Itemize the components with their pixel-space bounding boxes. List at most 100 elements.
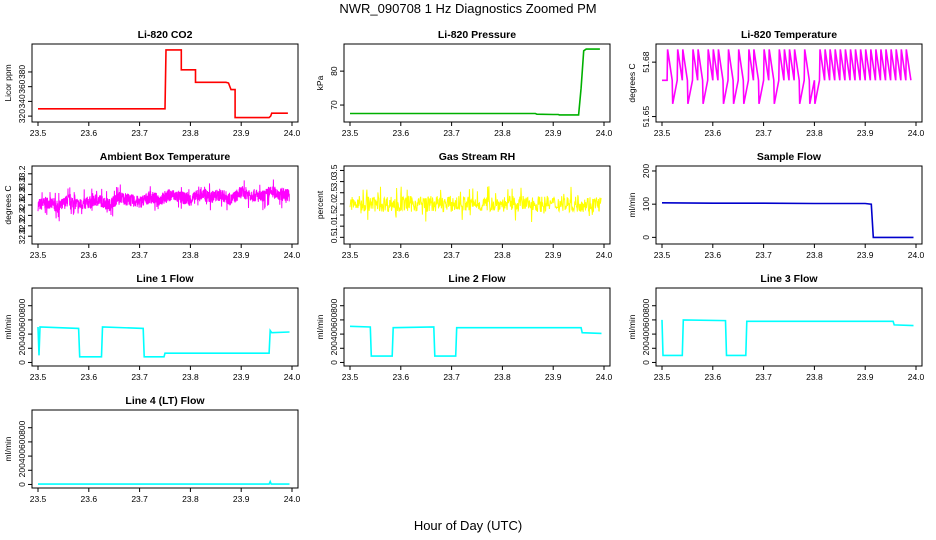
x-tick-label: 23.5 bbox=[342, 372, 359, 382]
y-tick-label: 0 bbox=[641, 360, 651, 365]
y-tick-label: 0.5 bbox=[329, 231, 339, 243]
x-tick-label: 24.0 bbox=[908, 128, 925, 138]
plot-frame bbox=[31, 409, 299, 489]
x-tick-label: 23.6 bbox=[81, 494, 98, 504]
y-tick-label: 380 bbox=[17, 65, 27, 79]
x-tick-label: 23.8 bbox=[494, 372, 511, 382]
x-tick-label: 23.8 bbox=[806, 128, 823, 138]
x-tick-label: 24.0 bbox=[908, 372, 925, 382]
x-tick-label: 23.7 bbox=[755, 128, 772, 138]
y-axis-label: ml/min bbox=[627, 192, 637, 217]
x-tick-label: 23.5 bbox=[30, 250, 47, 260]
plot-frame bbox=[31, 43, 299, 123]
y-tick-label: 0 bbox=[329, 360, 339, 365]
chart-panel-9: Line 3 Flow ml/min 23.5 23.6 23.7 23.8 23.9 24.… bbox=[627, 273, 925, 382]
x-tick-label: 23.7 bbox=[131, 372, 148, 382]
x-tick-label: 23.5 bbox=[654, 128, 671, 138]
chart-title: Li-820 Pressure bbox=[438, 29, 516, 41]
x-tick-label: 23.7 bbox=[755, 250, 772, 260]
x-tick-label: 23.5 bbox=[654, 372, 671, 382]
y-tick-label: 100 bbox=[641, 197, 651, 211]
y-tick-label: 800 bbox=[17, 420, 27, 434]
series-line bbox=[38, 479, 290, 485]
x-tick-label: 23.9 bbox=[233, 494, 250, 504]
y-axis-label: kPa bbox=[315, 75, 325, 90]
x-tick-label: 24.0 bbox=[908, 250, 925, 260]
plot-frame bbox=[343, 43, 611, 123]
chart-title: Line 4 (LT) Flow bbox=[125, 395, 205, 407]
x-tick-label: 23.9 bbox=[857, 128, 874, 138]
chart-panel-4: Ambient Box Temperature degrees C 23.5 23.6… bbox=[3, 151, 301, 260]
y-tick-label: 600 bbox=[641, 313, 651, 327]
y-tick-label: 2.0 bbox=[329, 198, 339, 210]
chart-panel-7: Line 1 Flow ml/min 23.5 23.6 23.7 23.8 23.9 24.… bbox=[3, 273, 301, 382]
series-line bbox=[37, 179, 290, 222]
chart-panel-6: Sample Flow ml/min 23.5 23.6 23.7 23.8 23.9 24.… bbox=[627, 151, 925, 260]
y-axis-label: degrees C bbox=[627, 63, 637, 102]
y-tick-label: 400 bbox=[17, 327, 27, 341]
x-tick-label: 23.9 bbox=[545, 128, 562, 138]
chart-title: Li-820 CO2 bbox=[138, 29, 193, 41]
y-tick-label: 800 bbox=[641, 298, 651, 312]
y-tick-label: 800 bbox=[17, 298, 27, 312]
y-tick-label: 200 bbox=[641, 164, 651, 178]
x-tick-label: 24.0 bbox=[284, 372, 301, 382]
plot-frame bbox=[343, 165, 611, 245]
x-tick-label: 23.6 bbox=[81, 372, 98, 382]
x-tick-label: 23.5 bbox=[342, 250, 359, 260]
y-tick-label: 32.2 bbox=[17, 217, 27, 234]
x-tick-label: 23.9 bbox=[233, 128, 250, 138]
x-tick-label: 23.7 bbox=[443, 250, 460, 260]
x-tick-label: 23.9 bbox=[233, 372, 250, 382]
x-tick-label: 23.6 bbox=[81, 128, 98, 138]
y-tick-label: 80 bbox=[329, 66, 339, 76]
x-tick-label: 23.8 bbox=[494, 128, 511, 138]
y-tick-label: 32.4 bbox=[17, 207, 27, 224]
x-tick-label: 24.0 bbox=[284, 128, 301, 138]
x-tick-label: 23.5 bbox=[30, 372, 47, 382]
x-tick-label: 23.8 bbox=[494, 250, 511, 260]
x-tick-label: 23.7 bbox=[131, 128, 148, 138]
chart-title: Line 3 Flow bbox=[760, 273, 818, 285]
x-tick-label: 23.8 bbox=[182, 128, 199, 138]
y-tick-label: 3.5 bbox=[329, 164, 339, 176]
y-tick-label: 70 bbox=[329, 100, 339, 110]
x-tick-label: 23.6 bbox=[81, 250, 98, 260]
series-line bbox=[349, 325, 602, 357]
chart-panel-8: Line 2 Flow ml/min 23.5 23.6 23.7 23.8 23.9 24.… bbox=[315, 273, 613, 382]
x-tick-label: 23.8 bbox=[806, 250, 823, 260]
y-tick-label: 200 bbox=[641, 341, 651, 355]
plot-frame bbox=[31, 287, 299, 367]
chart-panel-10: Line 4 (LT) Flow ml/min 23.5 23.6 23.7 23.8 23… bbox=[3, 395, 301, 504]
y-tick-label: 200 bbox=[17, 463, 27, 477]
y-tick-label: 32.6 bbox=[17, 196, 27, 213]
x-tick-label: 23.5 bbox=[342, 128, 359, 138]
y-tick-label: 33.2 bbox=[17, 165, 27, 182]
series-line bbox=[349, 186, 602, 223]
chart-title: Line 2 Flow bbox=[448, 273, 506, 285]
chart-panel-2: Li-820 Pressure kPa 23.5 23.6 23.7 23.8 23.9 24… bbox=[315, 29, 613, 138]
y-axis-label: percent bbox=[315, 190, 325, 219]
x-tick-label: 24.0 bbox=[596, 372, 613, 382]
x-tick-label: 23.5 bbox=[654, 250, 671, 260]
y-tick-label: 1.5 bbox=[329, 209, 339, 221]
x-tick-label: 23.9 bbox=[857, 250, 874, 260]
chart-panel-5: Gas Stream RH percent 23.5 23.6 23.7 23.8 23.9… bbox=[315, 151, 613, 260]
x-tick-label: 23.6 bbox=[705, 372, 722, 382]
y-tick-label: 2.5 bbox=[329, 187, 339, 199]
chart-title: Li-820 Temperature bbox=[741, 29, 837, 41]
x-tick-label: 23.8 bbox=[182, 372, 199, 382]
x-tick-label: 24.0 bbox=[596, 250, 613, 260]
x-tick-label: 24.0 bbox=[284, 494, 301, 504]
y-tick-label: 1.0 bbox=[329, 220, 339, 232]
x-tick-label: 23.5 bbox=[30, 494, 47, 504]
chart-title: Sample Flow bbox=[757, 151, 822, 163]
x-tick-label: 23.9 bbox=[545, 250, 562, 260]
y-tick-label: 400 bbox=[17, 449, 27, 463]
y-tick-label: 3.0 bbox=[329, 175, 339, 187]
x-tick-label: 23.7 bbox=[131, 494, 148, 504]
y-tick-label: 600 bbox=[17, 435, 27, 449]
series-line bbox=[38, 49, 288, 119]
plot-frame bbox=[655, 165, 923, 245]
